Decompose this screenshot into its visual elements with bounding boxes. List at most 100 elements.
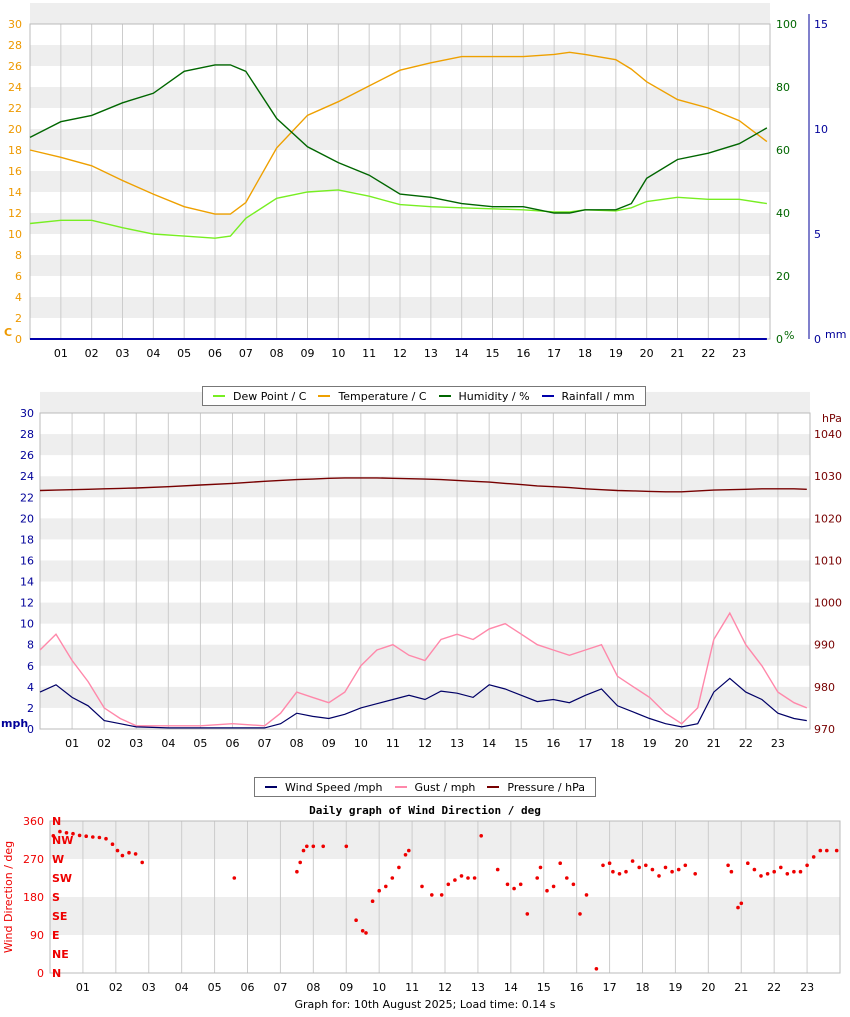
dewpoint-line: [29, 189, 768, 239]
chart2-pressure-tick: 1000: [814, 597, 842, 610]
chart3-xtick: 13: [471, 981, 485, 994]
chart3-title: Daily graph of Wind Direction / deg: [309, 804, 541, 817]
chart1-ytick: 28: [8, 39, 22, 52]
legend-item-humidity: Humidity / %: [438, 390, 530, 403]
winddir-point: [676, 867, 681, 872]
chart2-ytick: 0: [27, 723, 34, 736]
chart3-frame: [49, 820, 841, 974]
winddir-point: [772, 869, 776, 874]
winddir-point: [644, 863, 648, 868]
chart3-xtick: 19: [668, 981, 682, 994]
winddir-point: [571, 882, 576, 887]
winddir-point: [779, 865, 783, 870]
winddir-point: [459, 874, 464, 878]
winddir-point: [110, 842, 115, 846]
chart2-xtick: 04: [161, 737, 175, 750]
chart1-xtick: 04: [146, 347, 160, 360]
winddir-point: [311, 844, 316, 849]
winddir-point: [637, 865, 641, 870]
chart1-xtick: 23: [732, 347, 746, 360]
chart1-ytick: 8: [15, 249, 22, 262]
winddir-point: [127, 850, 131, 855]
chart3-ytick: 270: [23, 853, 44, 866]
chart3-ylabel: Wind Direction / deg: [2, 841, 15, 953]
winddir-point: [472, 876, 477, 880]
chart3-compass-tick: N: [52, 815, 61, 828]
winddir-point: [407, 848, 411, 853]
winddir-point: [607, 861, 612, 865]
winddir-point: [58, 829, 62, 834]
chart1-xtick: 10: [331, 347, 345, 360]
chart2-xtick: 17: [578, 737, 592, 750]
chart3-compass-tick: SE: [52, 910, 67, 923]
winddir-point: [752, 867, 757, 872]
chart3-xtick: 16: [570, 981, 584, 994]
chart2-pressure-tick: 1020: [814, 512, 842, 525]
chart2-xtick: 09: [322, 737, 336, 750]
chart2-pressure-tick: 980: [814, 681, 835, 694]
chart2-xtick: 13: [450, 737, 464, 750]
winddir-point: [535, 876, 539, 880]
winddir-point: [390, 876, 395, 880]
winddir-point: [785, 872, 790, 876]
winddir-point: [670, 869, 674, 874]
chart3-compass-tick: NE: [52, 948, 69, 961]
chart1-rain-tick: 15: [814, 18, 828, 31]
winddir-point: [377, 888, 382, 893]
chart2-xtick: 14: [482, 737, 496, 750]
footer-text: Graph for: 10th August 2025; Load time: …: [294, 998, 556, 1011]
chart2-xtick: 18: [611, 737, 625, 750]
chart3-xtick: 10: [372, 981, 386, 994]
winddir-point: [578, 912, 582, 916]
chart2-ytick: 30: [20, 407, 34, 420]
winddir-point: [466, 876, 470, 880]
winddir-point: [64, 831, 69, 835]
chart1-ytick: 16: [8, 165, 22, 178]
winddir-point: [512, 886, 516, 891]
chart2-ytick: 28: [20, 428, 34, 441]
chart1-xtick: 13: [424, 347, 438, 360]
chart2-xtick: 11: [386, 737, 400, 750]
winddir-point: [650, 867, 655, 872]
winddir-point: [439, 893, 444, 897]
winddir-point: [495, 867, 500, 872]
winddir-point: [321, 844, 326, 849]
chart1-humidity-tick: 40: [776, 207, 790, 220]
winddir-point: [397, 865, 401, 870]
winddir-point: [71, 831, 75, 836]
chart2-ytick: 10: [20, 618, 34, 631]
chart3-xtick: 12: [438, 981, 452, 994]
winddir-point: [683, 863, 688, 868]
chart3-xtick: 03: [142, 981, 156, 994]
winddir-point: [759, 874, 763, 878]
chart1-humidity-tick: 20: [776, 270, 790, 283]
chart3-xtick: 04: [175, 981, 189, 994]
winddir-point: [663, 865, 668, 870]
chart1-ytick: 12: [8, 207, 22, 220]
chart1-xtick: 02: [85, 347, 99, 360]
chart2-xtick: 19: [643, 737, 657, 750]
wind-speed-line: [39, 677, 807, 729]
chart3-ytick: 360: [23, 815, 44, 828]
chart3-xtick: 08: [306, 981, 320, 994]
winddir-point: [97, 835, 102, 840]
chart1-xtick: 20: [640, 347, 654, 360]
chart1-xtick: 05: [177, 347, 191, 360]
chart2-xtick: 05: [193, 737, 207, 750]
chart2-pressure-tick: 1010: [814, 554, 842, 567]
chart1-xtick: 17: [547, 347, 561, 360]
winddir-point: [601, 863, 605, 868]
chart2-ytick: 18: [20, 533, 34, 546]
chart2-xtick: 08: [290, 737, 304, 750]
chart1-xtick: 09: [301, 347, 315, 360]
winddir-point: [479, 834, 484, 838]
chart2-xtick: 22: [739, 737, 753, 750]
legend-item-pressure: Pressure / hPa: [487, 781, 585, 794]
winddir-point: [91, 835, 95, 839]
chart1-xtick: 12: [393, 347, 407, 360]
chart2-ytick: 8: [27, 639, 34, 652]
winddir-point: [120, 853, 125, 858]
chart2-xtick: 12: [418, 737, 432, 750]
chart1-xtick: 22: [701, 347, 715, 360]
chart1-humidity-tick: 100: [776, 18, 797, 31]
